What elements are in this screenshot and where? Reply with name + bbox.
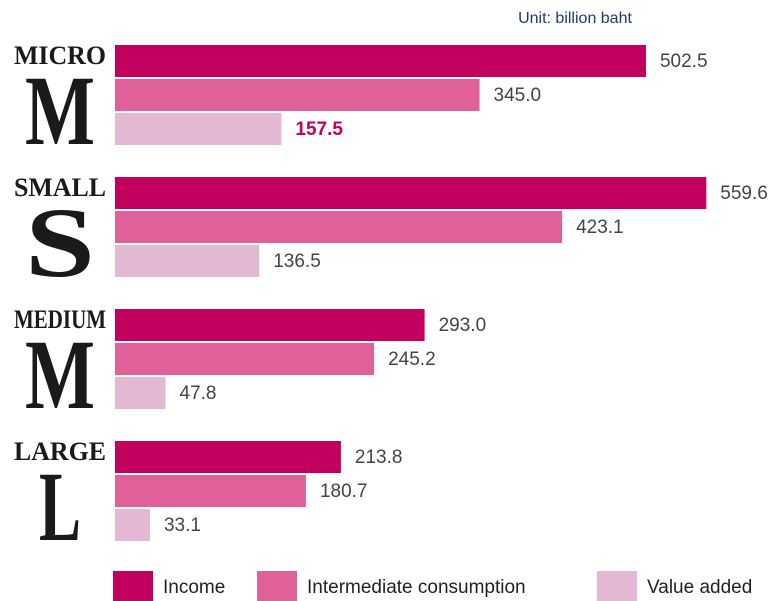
value-label: 423.1 xyxy=(576,217,624,238)
bar xyxy=(115,245,260,277)
bar xyxy=(115,113,282,145)
bar xyxy=(115,509,150,541)
value-label: 157.5 xyxy=(295,119,343,140)
bar xyxy=(115,211,563,243)
value-label: 345.0 xyxy=(494,85,542,106)
legend-label: Value added xyxy=(647,577,752,598)
value-label: 47.8 xyxy=(180,383,217,404)
bar xyxy=(115,177,707,209)
category-label: MEDIUM xyxy=(14,305,106,334)
category-letter: M xyxy=(25,319,95,430)
value-label: 213.8 xyxy=(355,447,403,468)
category-label: LARGE xyxy=(14,437,106,466)
legend-label: Intermediate consumption xyxy=(307,577,526,598)
unit-label: Unit: billion baht xyxy=(518,10,632,27)
value-label: 33.1 xyxy=(164,515,201,536)
value-label: 180.7 xyxy=(320,481,368,502)
bar xyxy=(115,475,306,507)
value-label: 502.5 xyxy=(660,51,708,72)
bar xyxy=(115,309,425,341)
category-label: SMALL xyxy=(14,173,106,202)
value-label: 293.0 xyxy=(439,315,487,336)
value-label: 136.5 xyxy=(273,251,321,272)
legend-swatch xyxy=(113,571,153,601)
legend-swatch xyxy=(257,571,297,601)
category-label: MICRO xyxy=(14,41,106,70)
bar xyxy=(115,343,375,375)
legend-swatch xyxy=(597,571,637,601)
bar xyxy=(115,79,480,111)
value-label: 559.6 xyxy=(720,183,768,204)
value-label: 245.2 xyxy=(388,349,436,370)
category-letter: M xyxy=(25,55,95,166)
category-letter: L xyxy=(39,451,81,562)
bar xyxy=(115,441,341,473)
bar xyxy=(115,377,166,409)
bar xyxy=(115,45,646,77)
category-letter: S xyxy=(25,187,95,298)
legend-label: Income xyxy=(163,577,225,598)
